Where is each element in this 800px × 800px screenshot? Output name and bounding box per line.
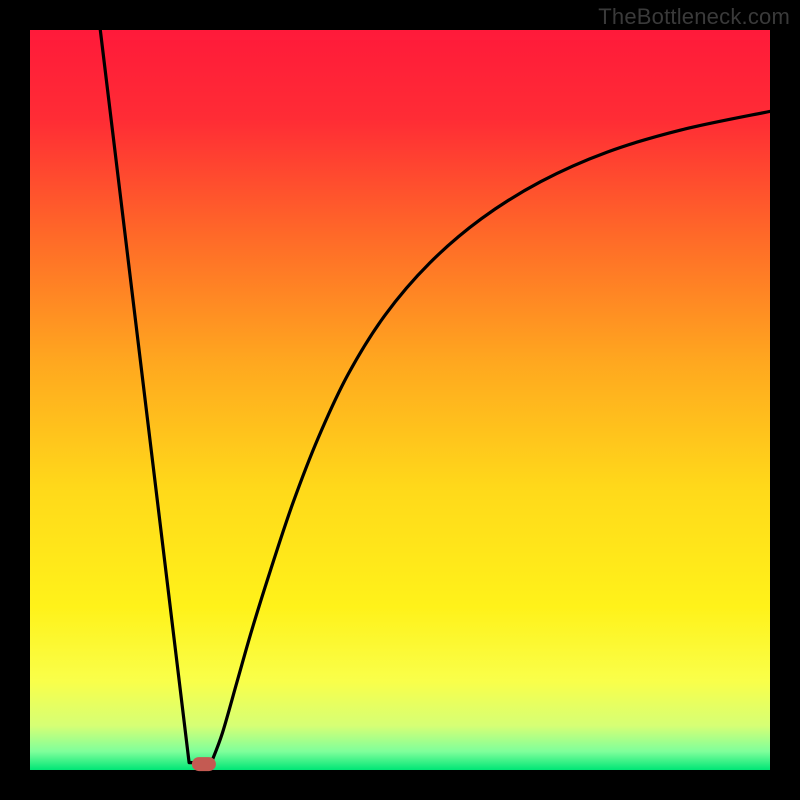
watermark-text: TheBottleneck.com: [598, 4, 790, 30]
optimal-point-marker: [192, 757, 216, 771]
chart-background-gradient: [30, 30, 770, 770]
bottleneck-chart: [0, 0, 800, 800]
